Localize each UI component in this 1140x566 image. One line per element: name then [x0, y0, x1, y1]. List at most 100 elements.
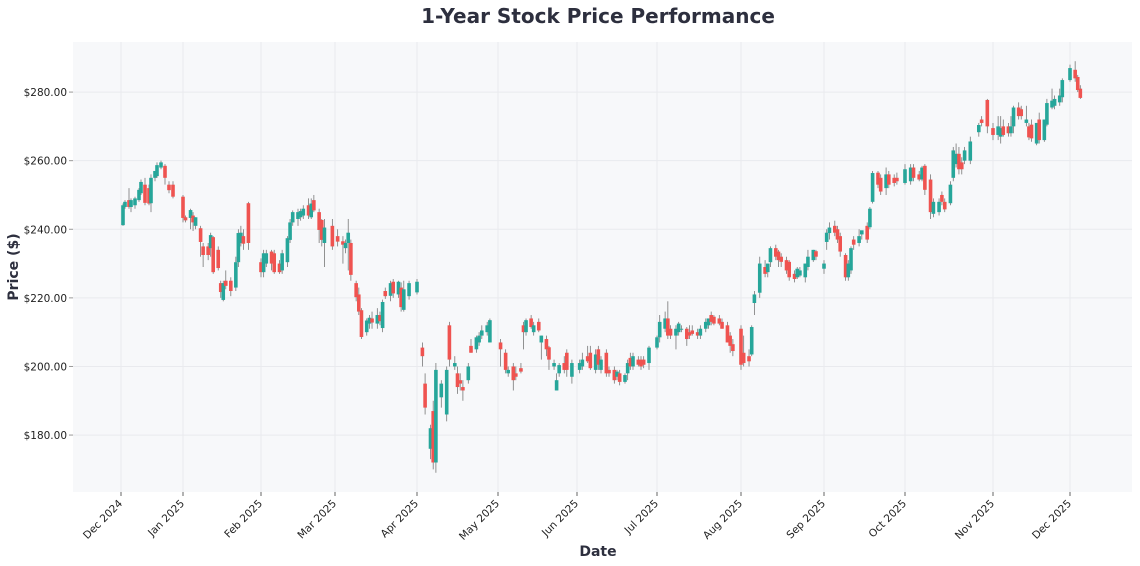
candle: [763, 260, 767, 278]
candle: [469, 339, 473, 353]
candle: [623, 373, 627, 384]
candle: [343, 239, 348, 254]
candle: [423, 373, 427, 415]
candle: [547, 345, 551, 370]
candle: [663, 311, 667, 333]
candle-body-up: [239, 232, 243, 243]
candle: [415, 279, 419, 295]
candle-body-up: [488, 320, 492, 343]
candle: [123, 200, 127, 209]
candle: [806, 249, 810, 271]
candle: [447, 321, 452, 367]
candle-body-up: [868, 208, 872, 228]
candle: [577, 359, 582, 374]
candle-body-up: [580, 359, 585, 367]
candle: [977, 122, 981, 137]
candle: [774, 244, 778, 261]
candle-body-up: [129, 200, 133, 207]
y-tick-label: $180.00: [24, 430, 67, 442]
candle-body-down: [666, 318, 670, 336]
candle-body-up: [552, 363, 556, 367]
candle-body-down: [712, 316, 716, 324]
candle-body-up: [155, 165, 159, 177]
candle-body-up: [1042, 119, 1047, 141]
candle-body-up: [849, 248, 853, 271]
candle: [322, 218, 327, 267]
x-tick-label: May 2025: [457, 498, 502, 543]
candle: [159, 160, 163, 170]
candle-body-up: [570, 363, 574, 377]
candle: [822, 260, 826, 274]
candle: [223, 270, 228, 290]
candle-body-down: [985, 99, 990, 127]
candle: [306, 198, 311, 219]
candle-body-up: [444, 369, 449, 415]
candle-body-down: [779, 256, 783, 262]
candle: [521, 321, 526, 350]
candle: [631, 352, 635, 370]
candle: [330, 218, 335, 250]
candle: [798, 267, 802, 278]
candle: [139, 179, 143, 195]
candle-body-down: [498, 342, 503, 350]
candle-body-up: [822, 263, 826, 269]
candle: [349, 239, 353, 281]
candle-body-up: [615, 371, 619, 377]
candle-body-down: [246, 203, 251, 243]
candle: [795, 267, 800, 280]
candle-body-down: [596, 349, 601, 365]
candle-body-up: [803, 263, 808, 278]
candle: [784, 256, 789, 274]
candle: [280, 249, 284, 274]
candle: [604, 349, 609, 377]
candle: [544, 335, 549, 357]
candle-body-up: [485, 325, 489, 333]
candle-body-down: [731, 344, 735, 352]
candle: [709, 311, 713, 326]
candle-body-down: [717, 318, 722, 324]
candle-body-down: [604, 352, 609, 374]
candle-body-down: [959, 162, 964, 170]
candle: [685, 327, 689, 346]
y-axis: $180.00 $200.00 $220.00 $240.00 $260.00 $280.…: [24, 87, 73, 442]
y-tick-label: $240.00: [24, 224, 67, 236]
candle-body-up: [657, 321, 662, 338]
candle-body-up: [557, 365, 561, 374]
x-tick-label: Feb 2025: [222, 498, 265, 541]
candle-body-up: [679, 328, 684, 330]
candle: [143, 177, 147, 206]
candle-body-up: [920, 167, 924, 180]
candle: [129, 198, 133, 213]
candle-body-down: [1073, 69, 1077, 79]
candle-body-down: [784, 260, 789, 271]
candle: [208, 232, 213, 257]
candle-body-down: [923, 165, 927, 190]
candle-body-up: [401, 289, 406, 310]
candle-body-down: [835, 229, 840, 240]
candle-body-up: [193, 217, 198, 226]
candle-body-up: [346, 232, 351, 243]
plot-area: [73, 42, 1132, 492]
candle: [942, 198, 947, 213]
candle-body-down: [269, 251, 274, 264]
candle-body-down: [201, 246, 205, 255]
candle: [554, 373, 559, 391]
candle: [588, 345, 593, 370]
candle: [163, 164, 167, 185]
candle-body-up: [261, 253, 266, 273]
candle: [288, 218, 292, 243]
candle-body-up: [375, 315, 380, 324]
candle-body-down: [167, 184, 171, 191]
candle-body-up: [811, 249, 816, 261]
candle-body-down: [607, 369, 611, 374]
candle-body-down: [127, 200, 131, 207]
candle-body-up: [298, 211, 303, 218]
candle-body-up: [1057, 95, 1062, 103]
candle-body-down: [617, 373, 622, 382]
candle: [269, 249, 274, 271]
candle: [998, 116, 1003, 144]
candle: [1019, 105, 1024, 120]
candle-body-up: [477, 335, 481, 343]
candle-body-up: [1034, 122, 1039, 144]
candle: [259, 258, 263, 278]
